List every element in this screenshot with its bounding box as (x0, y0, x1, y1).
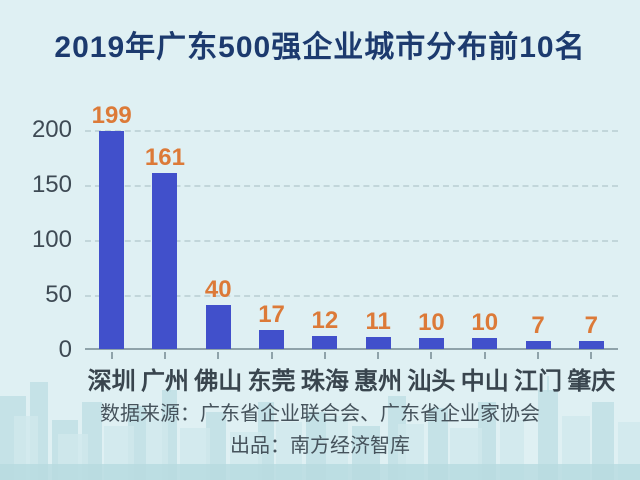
bar-column-dongguan: 17 (245, 302, 298, 349)
bar-column-jiangmen: 7 (511, 313, 564, 349)
bar-value-label: 12 (311, 306, 339, 334)
x-label-foshan: 佛山 (194, 368, 243, 395)
bar-value-label: 199 (91, 102, 132, 130)
bar-foshan (205, 305, 231, 349)
x-label-huizhou: 惠州 (354, 368, 403, 395)
bar-zhaoqing (578, 341, 604, 349)
bar-column-foshan: 40 (192, 277, 245, 349)
x-tick (323, 352, 326, 359)
producer-line: 出品：南方经济智库 (230, 435, 410, 457)
x-tick-cell (245, 352, 298, 359)
x-tick (110, 352, 113, 359)
x-tick-cell (192, 352, 245, 359)
y-axis-label-0: 0 (58, 336, 72, 363)
bar-dongguan (259, 330, 285, 349)
bar-column-zhongshan: 10 (458, 310, 511, 349)
bar-column-zhuhai: 12 (298, 306, 351, 349)
bar-value-label: 40 (204, 276, 232, 304)
y-axis-label-200: 200 (31, 116, 72, 143)
x-tick (217, 352, 220, 359)
bar-column-zhaoqing: 7 (565, 313, 618, 349)
y-axis-label-150: 150 (31, 171, 72, 198)
bar-shenzhen (99, 131, 125, 349)
bar-zhuhai (312, 335, 338, 349)
bar-value-label: 10 (471, 309, 499, 337)
bar-column-shantou: 10 (405, 310, 458, 349)
bar-zhongshan (472, 338, 498, 349)
x-axis-line (85, 348, 618, 350)
x-tick-cell (511, 352, 564, 359)
x-label-guangzhou: 广州 (140, 368, 189, 395)
bar-value-label: 7 (531, 312, 545, 340)
gridline-100 (85, 240, 618, 242)
bar-column-huizhou: 11 (351, 309, 404, 349)
bar-huizhou (365, 337, 391, 349)
x-label-zhongshan: 中山 (460, 368, 509, 395)
x-axis-labels: 深圳 广州 佛山 东莞 珠海 惠州 汕头 中山 江门 肇庆 (85, 361, 618, 396)
x-label-dongguan: 东莞 (247, 368, 296, 395)
bar-series: 199 161 40 17 12 11 (85, 103, 618, 349)
chart-title: 2019年广东500强企业城市分布前10名 (54, 31, 586, 64)
x-tick-cell (138, 352, 191, 359)
x-tick (537, 352, 540, 359)
x-label-shantou: 汕头 (407, 368, 456, 395)
bar-value-label: 10 (418, 309, 445, 337)
bar-jiangmen (525, 341, 551, 349)
x-tick-cell (298, 352, 351, 359)
x-tick (483, 352, 486, 359)
x-axis-ticks (85, 352, 618, 359)
y-axis-label-100: 100 (31, 226, 72, 253)
bar-guangzhou (152, 172, 178, 349)
x-tick-cell (458, 352, 511, 359)
bar-column-shenzhen: 199 (85, 103, 138, 349)
gridline-50 (85, 295, 618, 297)
x-label-zhaoqing: 肇庆 (567, 368, 616, 395)
bar-column-guangzhou: 161 (138, 143, 191, 349)
x-tick-cell (351, 352, 404, 359)
x-tick (590, 352, 593, 359)
x-label-jiangmen: 江门 (514, 368, 563, 395)
bar-value-label: 17 (258, 301, 285, 329)
bar-value-label: 161 (144, 143, 185, 171)
gridline-150 (85, 185, 618, 187)
plot-area: 199 161 40 17 12 11 (85, 103, 618, 350)
x-label-zhuhai: 珠海 (300, 368, 349, 395)
x-tick-cell (405, 352, 458, 359)
y-axis-label-50: 50 (45, 281, 72, 308)
x-tick (377, 352, 380, 359)
data-source-line: 数据来源：广东省企业联合会、广东省企业家协会 (100, 403, 540, 425)
x-tick (270, 352, 273, 359)
x-tick-cell (565, 352, 618, 359)
gridline-200 (85, 130, 618, 132)
x-label-shenzhen: 深圳 (87, 368, 136, 395)
x-tick (430, 352, 433, 359)
bar-value-label: 11 (365, 308, 391, 335)
city-skyline-graphic (0, 376, 640, 480)
bar-value-label: 7 (584, 312, 598, 340)
x-tick-cell (85, 352, 138, 359)
x-tick (163, 352, 166, 359)
bar-shantou (418, 338, 444, 349)
